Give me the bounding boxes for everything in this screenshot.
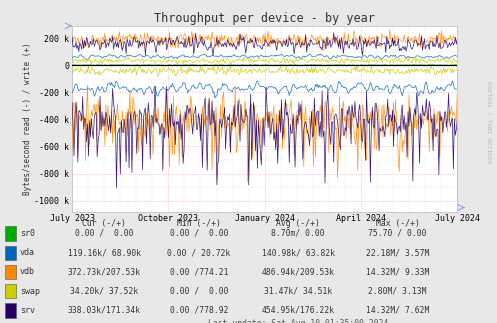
Text: 31.47k/ 34.51k: 31.47k/ 34.51k bbox=[264, 287, 332, 296]
Text: 119.16k/ 68.90k: 119.16k/ 68.90k bbox=[68, 248, 141, 257]
Text: 0.00 /774.21: 0.00 /774.21 bbox=[169, 267, 228, 276]
Title: Throughput per device - by year: Throughput per device - by year bbox=[154, 12, 375, 25]
Text: 0.00 /  0.00: 0.00 / 0.00 bbox=[75, 229, 134, 238]
Text: Min (-/+): Min (-/+) bbox=[177, 219, 221, 228]
Text: 0.00 / 20.72k: 0.00 / 20.72k bbox=[167, 248, 231, 257]
Bar bbox=[5, 303, 16, 318]
Text: sr0: sr0 bbox=[20, 229, 35, 238]
Text: Avg (-/+): Avg (-/+) bbox=[276, 219, 320, 228]
Text: Last update: Sat Aug 10 01:35:00 2024: Last update: Sat Aug 10 01:35:00 2024 bbox=[208, 319, 388, 323]
Text: swap: swap bbox=[20, 287, 40, 296]
Text: 0.00 /  0.00: 0.00 / 0.00 bbox=[169, 229, 228, 238]
Text: 22.18M/ 3.57M: 22.18M/ 3.57M bbox=[366, 248, 429, 257]
Text: 14.32M/ 7.62M: 14.32M/ 7.62M bbox=[366, 306, 429, 315]
Text: 454.95k/176.22k: 454.95k/176.22k bbox=[261, 306, 335, 315]
Text: 14.32M/ 9.33M: 14.32M/ 9.33M bbox=[366, 267, 429, 276]
Bar bbox=[5, 245, 16, 260]
Text: 2.80M/ 3.13M: 2.80M/ 3.13M bbox=[368, 287, 427, 296]
Text: Max (-/+): Max (-/+) bbox=[376, 219, 419, 228]
Text: 0.00 /778.92: 0.00 /778.92 bbox=[169, 306, 228, 315]
Text: 75.70 / 0.00: 75.70 / 0.00 bbox=[368, 229, 427, 238]
Text: 486.94k/209.53k: 486.94k/209.53k bbox=[261, 267, 335, 276]
Text: vdb: vdb bbox=[20, 267, 35, 276]
Text: 0.00 /  0.00: 0.00 / 0.00 bbox=[169, 287, 228, 296]
Bar bbox=[5, 265, 16, 279]
Bar bbox=[5, 226, 16, 241]
Text: vda: vda bbox=[20, 248, 35, 257]
Y-axis label: Bytes/second read (-) / write (+): Bytes/second read (-) / write (+) bbox=[22, 42, 31, 195]
Text: 140.98k/ 63.82k: 140.98k/ 63.82k bbox=[261, 248, 335, 257]
Bar bbox=[5, 284, 16, 298]
Text: srv: srv bbox=[20, 306, 35, 315]
Text: RRDTOOL / TOBI OETIKER: RRDTOOL / TOBI OETIKER bbox=[486, 81, 491, 164]
Text: Cur (-/+): Cur (-/+) bbox=[83, 219, 126, 228]
Text: 338.03k/171.34k: 338.03k/171.34k bbox=[68, 306, 141, 315]
Text: 8.70m/ 0.00: 8.70m/ 0.00 bbox=[271, 229, 325, 238]
Text: 372.73k/207.53k: 372.73k/207.53k bbox=[68, 267, 141, 276]
Text: 34.20k/ 37.52k: 34.20k/ 37.52k bbox=[70, 287, 139, 296]
